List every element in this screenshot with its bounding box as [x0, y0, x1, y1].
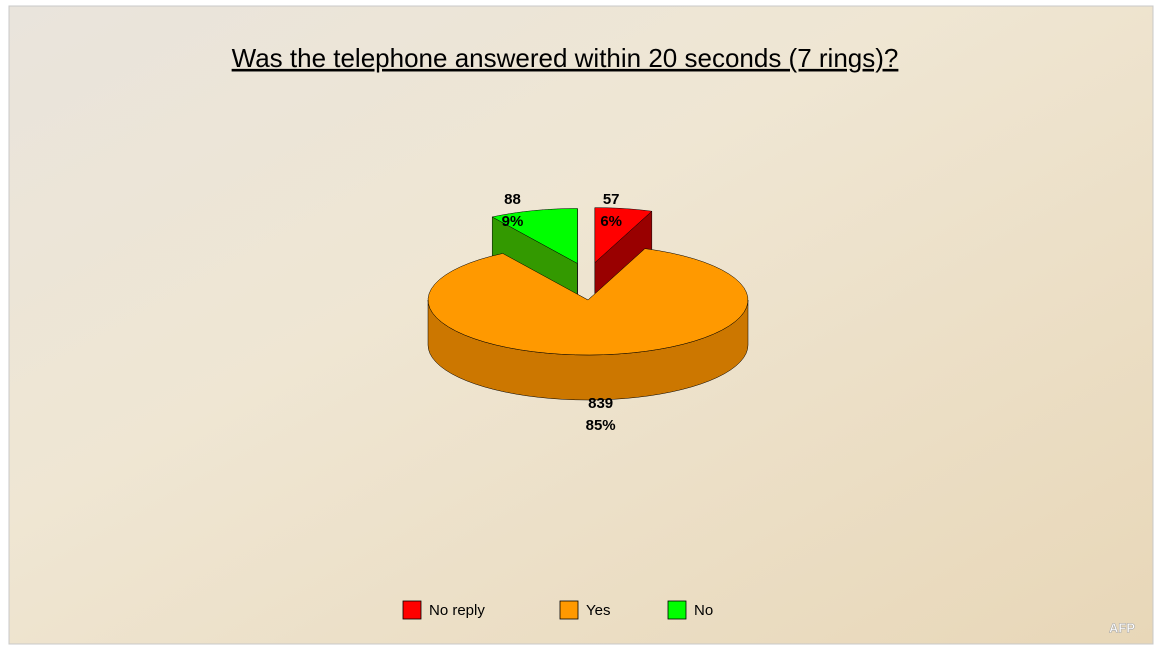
page: Was the telephone answered within 20 sec… [0, 0, 1155, 646]
data-label: 839 [588, 395, 613, 412]
data-label: 88 [504, 191, 521, 208]
legend-swatch [668, 601, 686, 619]
legend-swatch [560, 601, 578, 619]
legend-label: No reply [429, 602, 485, 619]
legend-label: Yes [586, 602, 610, 619]
watermark: AFP [1109, 620, 1135, 635]
legend-swatch [403, 601, 421, 619]
data-label-percent: 6% [600, 213, 622, 230]
legend-label: No [694, 602, 713, 619]
chart-title: Was the telephone answered within 20 sec… [232, 43, 899, 73]
data-label: 57 [603, 191, 620, 208]
chart: Was the telephone answered within 20 sec… [0, 0, 1155, 646]
data-label-percent: 85% [586, 417, 616, 434]
data-label-percent: 9% [502, 213, 524, 230]
